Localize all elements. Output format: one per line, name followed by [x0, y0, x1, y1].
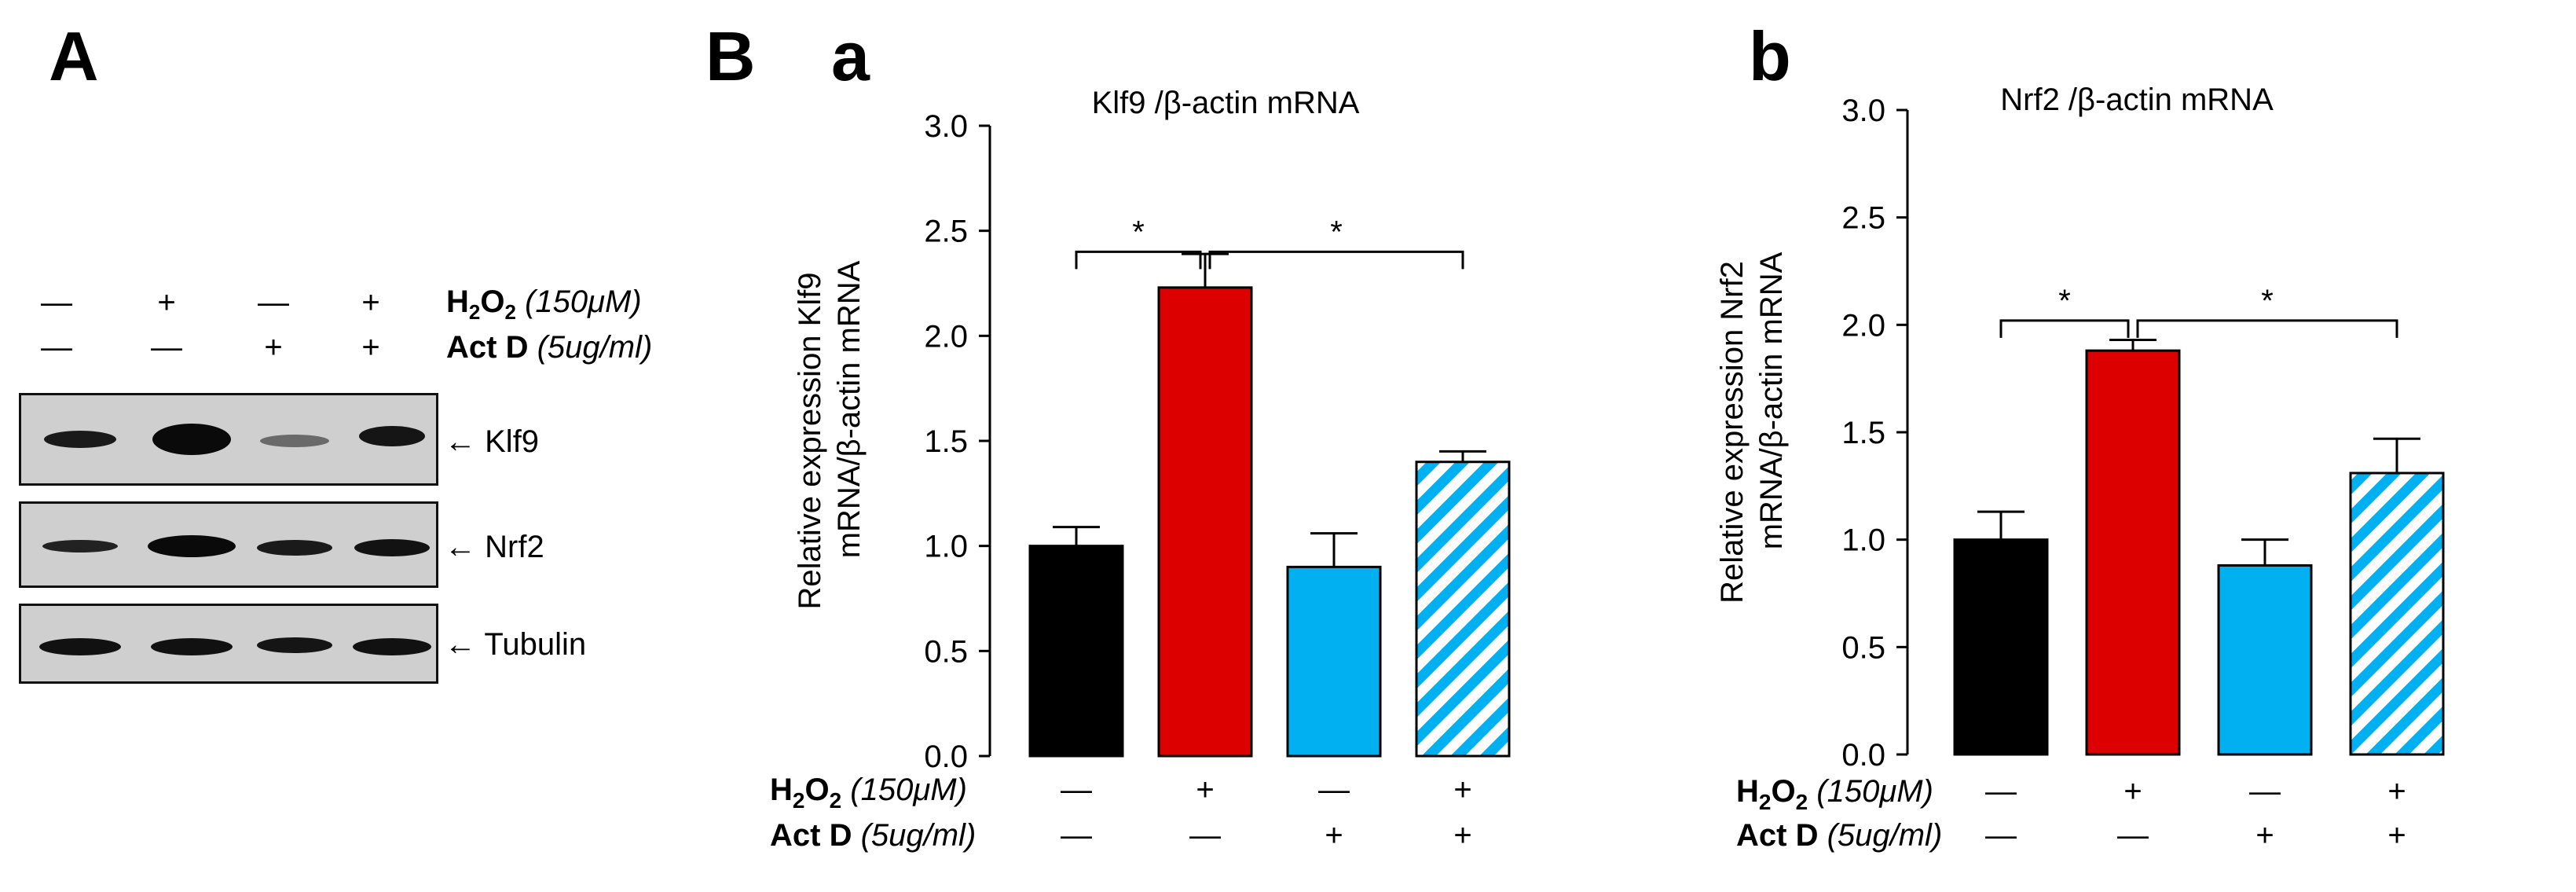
bar-2: [2085, 349, 2181, 756]
h2o2-symbol-lane2: +: [157, 285, 176, 320]
actd-symbol-lane3: +: [264, 330, 283, 365]
y-tick-label: 1.0: [1841, 523, 1885, 558]
bar-3: [2217, 563, 2313, 756]
y-axis-label-line2: mRNA/β-actin mRNA: [832, 260, 867, 558]
y-tick-label: 2.5: [1841, 201, 1885, 236]
y-axis-label-line1: Relative expression Klf9: [793, 272, 827, 609]
significance-bracket-1: [1075, 250, 1202, 270]
y-tick-label: 2.0: [1841, 308, 1885, 343]
y-tick-label: 3.0: [1841, 94, 1885, 128]
actd-symbol-2: —: [2117, 818, 2149, 853]
h2o2-symbol-1: —: [1061, 773, 1092, 807]
y-axis-label-line2: mRNA/β-actin mRNA: [1754, 251, 1789, 549]
h2o2-symbol-lane4: +: [361, 285, 380, 320]
significance-bracket-2: [1208, 250, 1464, 270]
bar-2: [1157, 286, 1253, 758]
actd-symbol-lane4: +: [361, 330, 380, 365]
band-label-klf9: ← Klf9: [445, 424, 540, 459]
h2o2-symbol-2: +: [2123, 774, 2142, 809]
h2o2-symbol-4: +: [1453, 773, 1471, 807]
h2o2-row-label: H2O2 (150μM): [770, 773, 967, 813]
significance-star-1: *: [1132, 215, 1145, 249]
significance-star-2: *: [1330, 215, 1343, 249]
bar-4: [2349, 472, 2445, 756]
panel-a-h2o2-label: H2O2 (150μM): [446, 284, 642, 324]
h2o2-row-label: H2O2 (150μM): [1736, 774, 1933, 814]
chart-klf9: Klf9 /β-actin mRNA 0.0 0.5 1.0 1.5 2.0 2.5 3.0 R…: [770, 86, 1511, 853]
y-tick-label: 1.0: [924, 530, 968, 564]
y-tick-label: 0.0: [1841, 738, 1885, 773]
bar-1: [1028, 545, 1124, 758]
h2o2-symbol-lane3: —: [258, 285, 289, 320]
significance-bracket-1: [1999, 319, 2130, 338]
actd-symbol-3: +: [2255, 818, 2274, 853]
bar-3: [1286, 565, 1382, 758]
y-tick-label: 2.0: [924, 319, 968, 354]
bar-4: [1415, 461, 1511, 758]
blot-klf9: [19, 393, 438, 486]
h2o2-symbol-2: +: [1196, 773, 1214, 807]
left-arrow-icon: ←: [445, 424, 476, 459]
y-tick-label: 3.0: [924, 109, 968, 144]
actd-symbol-1: —: [1985, 818, 2017, 853]
left-arrow-icon: ←: [445, 530, 476, 564]
chart-nrf2: Nrf2 /β-actin mRNA 0.0 0.5 1.0 1.5 2.0 2.5 3.0 R…: [1715, 83, 2445, 853]
y-tick-label: 2.5: [924, 215, 968, 249]
y-tick-label: 1.5: [1841, 416, 1885, 450]
y-tick-label: 0.0: [924, 740, 968, 774]
h2o2-symbol-lane1: —: [41, 285, 72, 320]
y-axis-label-line1: Relative expression Nrf2: [1715, 261, 1750, 604]
bar-1: [1953, 538, 2049, 756]
y-tick-label: 1.5: [924, 424, 968, 459]
significance-bracket-2: [2136, 319, 2398, 338]
significance-star-2: *: [2261, 284, 2274, 318]
panel-label-B: B: [705, 17, 756, 95]
band-label-nrf2: ← Nrf2: [445, 530, 544, 564]
blot-tubulin: [19, 604, 438, 684]
panel-label-b: b: [1749, 17, 1791, 95]
significance-star-1: *: [2058, 284, 2071, 318]
chart-title: Nrf2 /β-actin mRNA: [2000, 83, 2274, 117]
actd-symbol-2: —: [1189, 818, 1221, 853]
left-arrow-icon: ←: [445, 627, 476, 662]
chart-title: Klf9 /β-actin mRNA: [1092, 86, 1360, 120]
band-label-tubulin: ← Tubulin: [445, 627, 587, 662]
y-tick-label: 0.5: [1841, 630, 1885, 665]
h2o2-symbol-3: —: [1318, 773, 1350, 807]
y-tick-label: 0.5: [924, 634, 968, 669]
actd-row-label: Act D (5ug/ml): [1736, 818, 1942, 853]
h2o2-symbol-1: —: [1985, 774, 2017, 809]
actd-symbol-1: —: [1061, 818, 1092, 853]
panel-label-A: A: [49, 17, 99, 95]
blot-nrf2: [19, 501, 438, 588]
actd-symbol-lane2: —: [151, 330, 182, 365]
actd-symbol-3: +: [1325, 818, 1343, 853]
actd-symbol-4: +: [2387, 818, 2406, 853]
actd-symbol-lane1: —: [41, 330, 72, 365]
panel-label-a: a: [831, 17, 870, 95]
actd-row-label: Act D (5ug/ml): [770, 818, 976, 853]
h2o2-symbol-4: +: [2387, 774, 2406, 809]
panel-a-actd-label: Act D (5ug/ml): [446, 330, 653, 365]
actd-symbol-4: +: [1453, 818, 1471, 853]
h2o2-symbol-3: —: [2249, 774, 2281, 809]
